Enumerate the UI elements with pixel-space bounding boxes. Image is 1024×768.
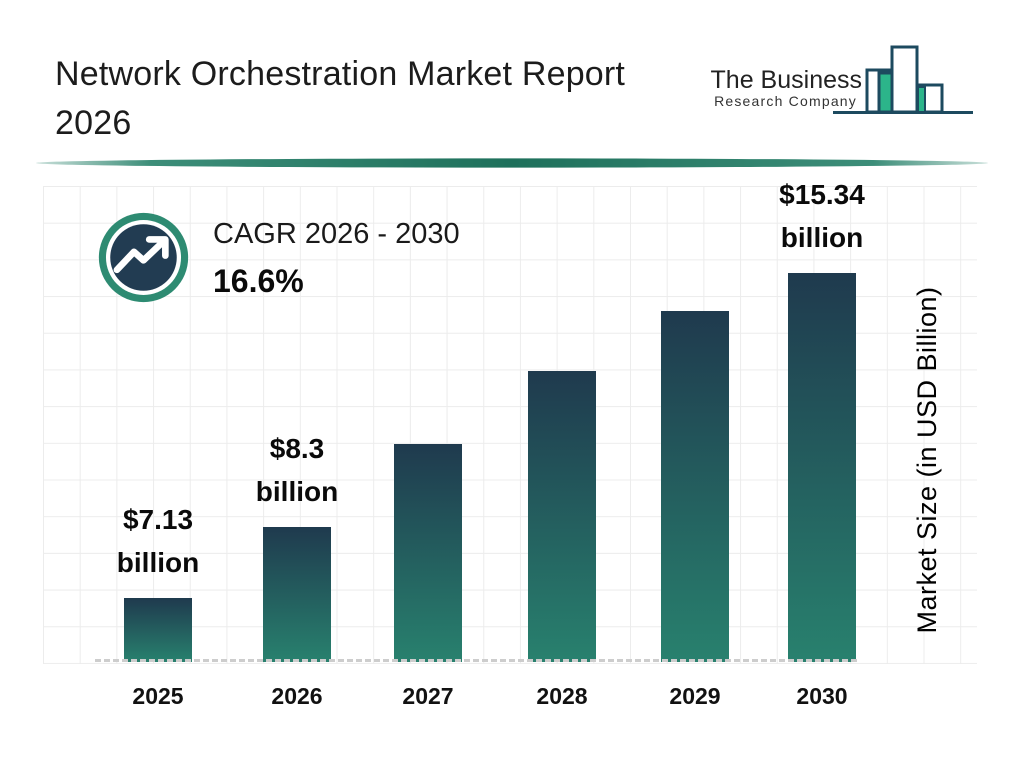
x-tick-label-2027: 2027 xyxy=(402,683,454,709)
bar-2027 xyxy=(394,444,462,662)
page-title: Network Orchestration Market Report 2026 xyxy=(55,50,735,148)
bar-value-label-2025: $7.13 billion xyxy=(116,504,200,578)
x-tick-label-2028: 2028 xyxy=(536,683,588,709)
logo-company-name: The Business xyxy=(710,66,862,94)
bar-2030 xyxy=(788,273,856,662)
bar-value-label-2026: $8.3 billion xyxy=(255,433,339,507)
page-title-line1: Network Orchestration Market Report xyxy=(55,55,626,93)
x-tick-label-2025: 2025 xyxy=(132,683,184,709)
bar-2026 xyxy=(263,527,331,662)
cagr-period-label: CAGR 2026 - 2030 xyxy=(213,218,460,250)
cagr-value: 16.6% xyxy=(213,263,304,299)
trending-up-icon xyxy=(98,212,189,303)
bar-value-label-2030: $15.34 billion xyxy=(779,179,865,253)
x-tick-label-2026: 2026 xyxy=(271,683,323,709)
bar-2025 xyxy=(124,598,192,662)
divider-swoosh xyxy=(36,158,988,168)
bar-2029 xyxy=(661,311,729,662)
page-title-line2: 2026 xyxy=(55,104,132,142)
y-axis-label: Market Size (in USD Billion) xyxy=(912,286,942,634)
x-axis-baseline xyxy=(95,659,857,662)
bar-2028 xyxy=(528,371,596,662)
x-tick-label-2029: 2029 xyxy=(669,683,721,709)
x-tick-label-2030: 2030 xyxy=(796,683,848,709)
logo-company-subtitle: Research Company xyxy=(714,93,857,109)
bar-chart-logo-icon xyxy=(833,45,973,114)
